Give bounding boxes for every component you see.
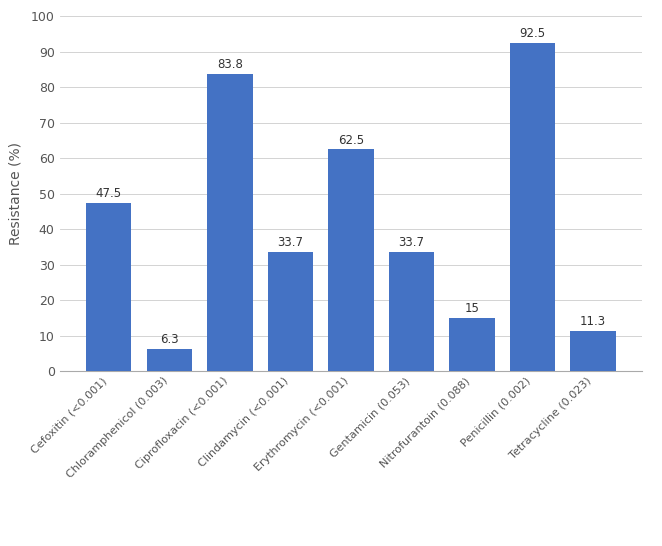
Bar: [207, 74, 252, 371]
Text: 33.7: 33.7: [399, 236, 424, 249]
Bar: [570, 331, 616, 371]
Bar: [389, 252, 434, 371]
Bar: [86, 203, 132, 371]
Bar: [267, 252, 313, 371]
Text: 83.8: 83.8: [217, 58, 243, 71]
Bar: [510, 43, 555, 371]
Bar: [449, 318, 495, 371]
Text: 33.7: 33.7: [277, 236, 303, 249]
Text: 6.3: 6.3: [160, 333, 179, 346]
Bar: [146, 349, 192, 371]
Text: 11.3: 11.3: [580, 316, 606, 328]
Text: 15: 15: [465, 302, 479, 315]
Text: 47.5: 47.5: [96, 187, 122, 200]
Text: 62.5: 62.5: [338, 134, 364, 147]
Text: 92.5: 92.5: [520, 27, 545, 40]
Y-axis label: Resistance (%): Resistance (%): [9, 143, 23, 245]
Bar: [328, 150, 373, 371]
